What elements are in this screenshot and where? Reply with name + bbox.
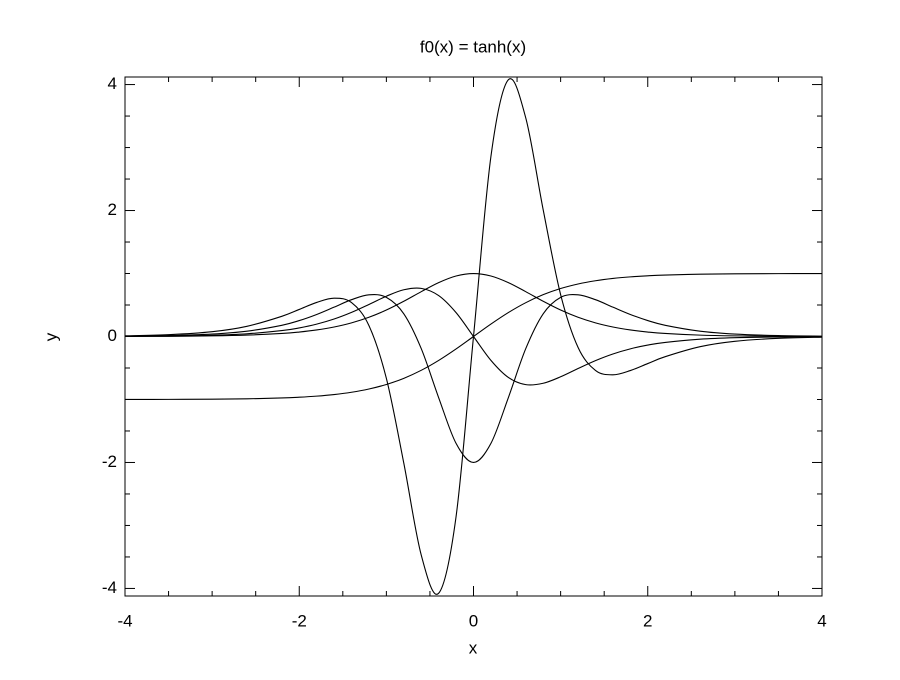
x-tick-label: 0 — [469, 611, 478, 630]
x-axis-label: x — [469, 638, 478, 657]
y-axis-label: y — [41, 332, 60, 341]
x-tick-label: 2 — [643, 611, 652, 630]
line-series — [124, 78, 823, 595]
x-tick-label: -4 — [117, 611, 132, 630]
y-tick-label: 2 — [108, 200, 117, 219]
y-tick-label: 0 — [108, 326, 117, 345]
x-tick-label: -2 — [292, 611, 307, 630]
y-tick-label: -4 — [102, 578, 117, 597]
x-tick-label: 4 — [817, 611, 826, 630]
line-series — [124, 294, 823, 464]
y-tick-label: -2 — [102, 452, 117, 471]
line-series — [124, 272, 823, 337]
chart-title: f0(x) = tanh(x) — [420, 37, 526, 56]
y-tick-label: 4 — [108, 74, 117, 93]
